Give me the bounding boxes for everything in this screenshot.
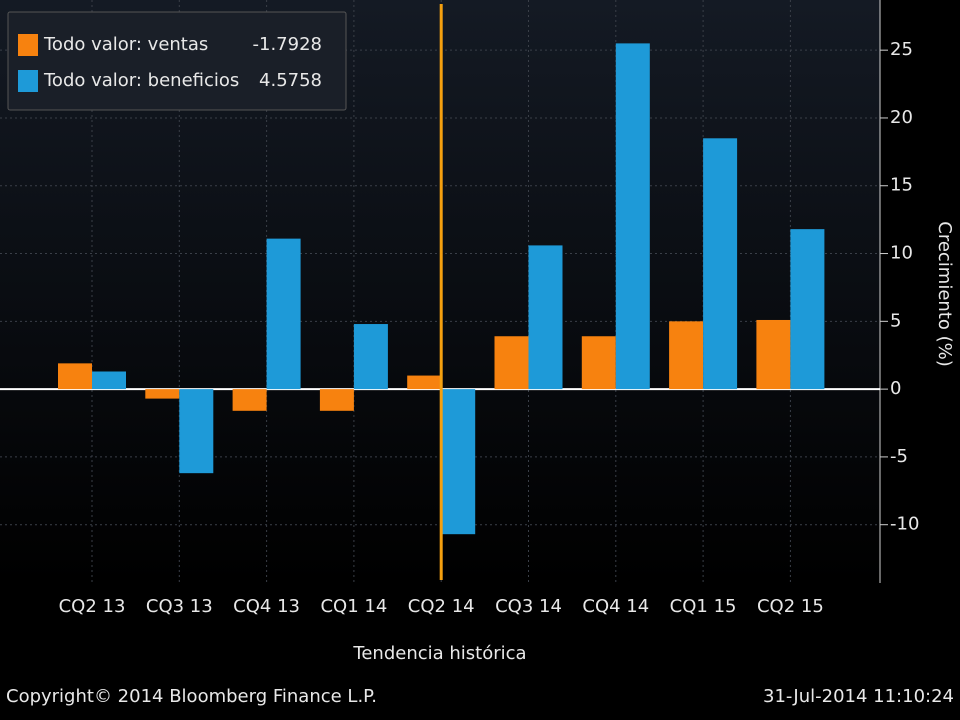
bar [703,138,738,390]
bar [441,389,476,535]
y-tick-label: -10 [890,514,919,535]
bar [615,43,650,390]
bar [756,319,791,390]
x-tick-label: CQ3 14 [495,596,562,617]
y-tick-label: 15 [890,175,913,196]
y-tick-label: 0 [890,378,901,399]
legend-label: Todo valor: beneficios [43,70,239,91]
y-axis-label: Crecimiento (%) [934,221,955,367]
footer-left: Copyright© 2014 Bloomberg Finance L.P. [6,686,377,707]
bar [232,389,267,411]
x-tick-label: CQ4 14 [582,596,649,617]
legend-label: Todo valor: ventas [43,34,208,55]
bar [58,363,92,390]
x-tick-label: CQ3 13 [146,596,213,617]
legend-box [7,11,347,111]
bar [179,389,214,474]
x-tick-label: CQ2 13 [59,596,126,617]
bar [353,324,388,390]
x-tick-label: CQ4 13 [233,596,300,617]
y-tick-label: 10 [890,243,913,264]
y-tick-label: 5 [890,310,901,331]
bar [145,389,180,399]
x-tick-label: CQ2 14 [408,596,475,617]
bar [581,336,616,390]
legend-swatch [18,34,38,56]
bar [319,389,354,411]
bar [790,229,825,390]
bar [528,245,563,390]
y-tick-label: -5 [890,446,908,467]
legend-value: -1.7928 [253,34,322,55]
legend-swatch [18,70,38,92]
y-tick-label: 25 [890,39,913,60]
bar [266,238,301,390]
x-tick-label: CQ2 15 [757,596,824,617]
bar [407,375,442,390]
bar [92,371,126,390]
bar [669,321,704,390]
y-tick-label: 20 [890,107,913,128]
x-axis-label: Tendencia histórica [352,643,526,664]
legend: Todo valor: ventas -1.7928 Todo valor: ben… [7,11,347,111]
bar [494,336,529,390]
legend-value: 4.5758 [259,70,322,91]
x-tick-label: CQ1 14 [320,596,387,617]
footer-right: 31-Jul-2014 11:10:24 [763,686,954,707]
x-tick-label: CQ1 15 [670,596,737,617]
